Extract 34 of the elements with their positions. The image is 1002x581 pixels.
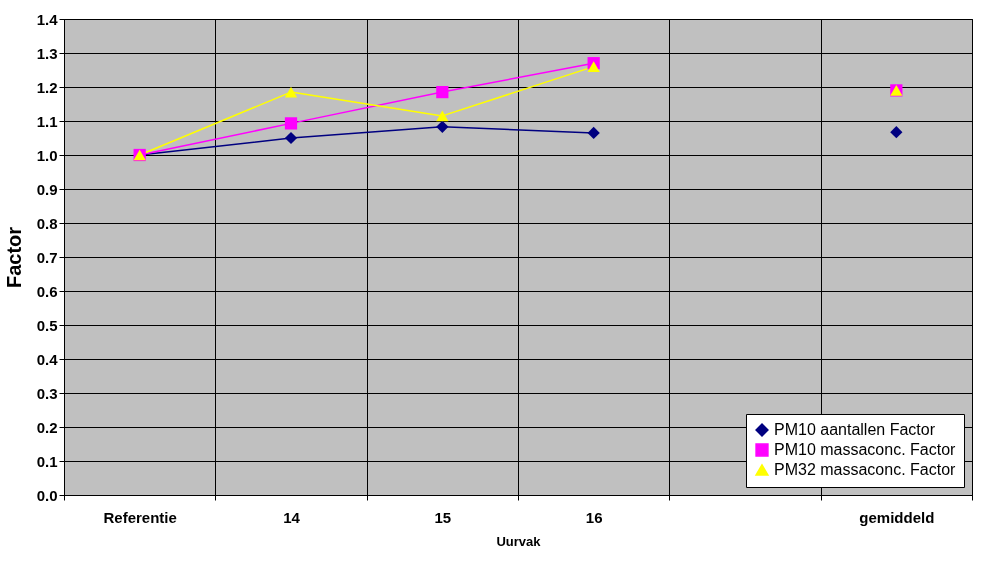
- point: [284, 131, 298, 145]
- y-tick-label: 0.0: [36, 486, 58, 504]
- y-tick-label: 0.3: [36, 384, 58, 402]
- y-tick-label: 0.4: [36, 350, 59, 368]
- y-tick-label: 0.1: [36, 452, 58, 470]
- x-tick-label: Referentie: [103, 508, 177, 526]
- y-tick-label: 0.2: [36, 418, 58, 436]
- y-tick-label: 0.9: [36, 180, 58, 198]
- legend-label: PM10 massaconc. Factor: [774, 441, 957, 458]
- point: [284, 117, 298, 130]
- point: [436, 110, 449, 122]
- legend-label: PM32 massaconc. Factor: [774, 461, 957, 478]
- x-tick-label: gemiddeld: [859, 508, 935, 526]
- y-tick-label: 1.4: [36, 10, 59, 28]
- y-tick-label: 1.0: [36, 146, 58, 164]
- point: [436, 120, 449, 133]
- legend-label: PM10 aantallen Factor: [774, 421, 936, 438]
- x-tick-label: 14: [283, 508, 301, 526]
- point: [436, 85, 449, 99]
- y-tick-label: 0.7: [36, 248, 58, 266]
- x-tick-label: 16: [585, 508, 603, 526]
- y-tick-label: 1.1: [36, 112, 58, 130]
- y-tick-label: 1.3: [36, 44, 58, 62]
- point: [587, 126, 600, 140]
- point: [587, 61, 600, 72]
- x-axis-title: Uurvak: [496, 533, 542, 549]
- y-tick-label: 0.8: [36, 214, 58, 232]
- point: [284, 86, 298, 98]
- point: [890, 126, 903, 139]
- y-axis-title: Factor: [2, 226, 25, 289]
- y-tick-label: 0.5: [36, 316, 58, 334]
- x-tick-label: 15: [434, 508, 452, 526]
- y-tick-label: 1.2: [36, 78, 58, 96]
- y-tick-label: 0.6: [36, 282, 58, 300]
